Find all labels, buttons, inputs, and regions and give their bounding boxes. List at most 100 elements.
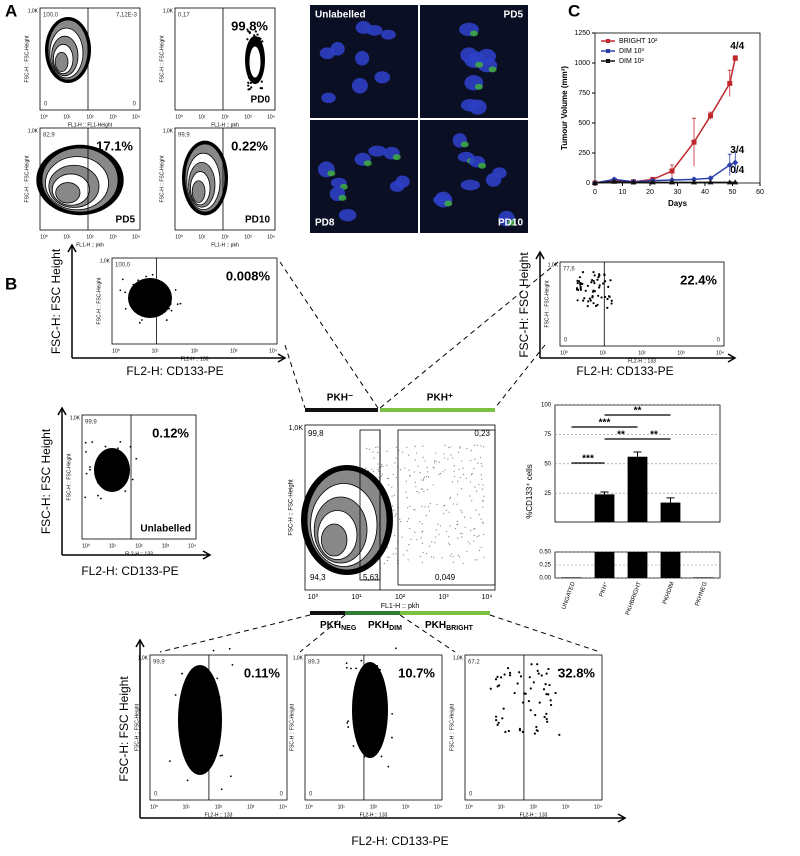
- event: [346, 722, 348, 724]
- event: [481, 463, 482, 464]
- event: [232, 664, 234, 666]
- event: [480, 457, 481, 458]
- legend-marker: [606, 59, 610, 63]
- event: [382, 474, 383, 475]
- event: [360, 660, 362, 662]
- x-axis-label: FL1-H :: pkh: [76, 242, 104, 248]
- event: [387, 766, 389, 768]
- nucleus: [331, 42, 345, 56]
- event: [181, 673, 183, 675]
- y-tick-label: 1,0K: [28, 8, 39, 14]
- gate-frequency: 7,12E-3: [116, 13, 138, 19]
- event: [97, 482, 99, 484]
- event: [230, 775, 232, 777]
- event: [587, 300, 589, 302]
- bar: [595, 494, 615, 522]
- event: [482, 488, 483, 489]
- event: [478, 535, 479, 536]
- event: [393, 553, 394, 554]
- pkh-stain: [475, 62, 483, 68]
- x-tick-label: 10³: [677, 350, 685, 356]
- event: [211, 690, 213, 692]
- event: [591, 279, 593, 281]
- gate-bar: [400, 611, 490, 615]
- event: [598, 273, 600, 275]
- event: [423, 552, 424, 553]
- event: [539, 702, 541, 704]
- sample-tag: PD10: [245, 215, 270, 226]
- y-tick-label: 1,0K: [548, 262, 559, 268]
- event: [229, 648, 231, 650]
- x-tick-label: 10³: [109, 114, 117, 120]
- event: [401, 536, 402, 537]
- event: [460, 446, 461, 447]
- y-axis-title: FSC-H: FSC Height: [517, 252, 531, 358]
- event: [495, 678, 497, 680]
- event: [433, 467, 434, 468]
- event: [461, 488, 462, 489]
- x-tick-label: 10⁰: [112, 348, 120, 354]
- event: [577, 299, 579, 301]
- x-tick-label: 10⁴: [267, 234, 275, 240]
- gate-bar: [310, 611, 345, 615]
- event: [84, 496, 86, 498]
- contour: [321, 524, 347, 556]
- x-tick-label: 10⁴: [716, 350, 724, 356]
- event: [471, 474, 472, 475]
- percentage: 99.8%: [231, 18, 268, 33]
- event: [449, 512, 450, 513]
- event: [407, 521, 408, 522]
- event: [386, 451, 387, 452]
- x-tick-label: 10³: [244, 114, 252, 120]
- event: [508, 730, 510, 732]
- event: [423, 457, 424, 458]
- event: [410, 475, 411, 476]
- event: [426, 476, 427, 477]
- event: [458, 452, 459, 453]
- y-axis-title: FSC-H: FSC Height: [49, 248, 63, 354]
- event: [471, 450, 472, 451]
- event: [86, 473, 88, 475]
- event: [376, 665, 378, 667]
- y-tick-label: 1,0K: [163, 128, 174, 134]
- event: [400, 521, 401, 522]
- event: [458, 469, 459, 470]
- event: [451, 553, 452, 554]
- event: [504, 673, 506, 675]
- x-axis-label: FL2-H :: 133: [628, 358, 656, 364]
- nucleus: [366, 25, 382, 36]
- event: [458, 555, 459, 556]
- event: [538, 673, 540, 675]
- event: [85, 451, 87, 453]
- event: [147, 279, 149, 281]
- event: [375, 447, 376, 448]
- event: [374, 458, 375, 459]
- gate-bar: [380, 408, 495, 412]
- x-tick-label: 10²: [135, 543, 143, 549]
- event: [434, 467, 435, 468]
- event: [530, 709, 532, 711]
- y-axis-label: Tumour Volume (mm³): [560, 66, 569, 150]
- event: [434, 460, 435, 461]
- event: [600, 296, 602, 298]
- event: [410, 539, 411, 540]
- event: [509, 674, 511, 676]
- x-tick-label: 10²: [221, 234, 229, 240]
- event: [464, 516, 465, 517]
- event: [431, 541, 432, 542]
- event: [247, 84, 249, 86]
- event: [463, 563, 464, 564]
- event: [444, 505, 445, 506]
- event: [387, 547, 388, 548]
- x-tick-label: 10³: [438, 594, 449, 601]
- event: [544, 683, 546, 685]
- event: [434, 542, 435, 543]
- y-tick-label: 1,0K: [138, 655, 149, 661]
- x-tick-label: 10⁴: [482, 594, 493, 601]
- nucleus: [321, 93, 335, 103]
- event: [597, 295, 599, 297]
- event: [394, 535, 395, 536]
- y-tick-label: 1,0K: [70, 415, 81, 421]
- event: [429, 546, 430, 547]
- event: [422, 523, 423, 524]
